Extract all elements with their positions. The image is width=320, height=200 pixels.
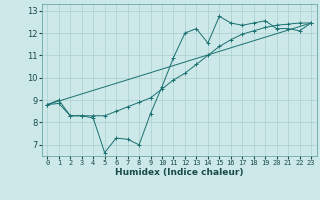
X-axis label: Humidex (Indice chaleur): Humidex (Indice chaleur) <box>115 168 244 177</box>
